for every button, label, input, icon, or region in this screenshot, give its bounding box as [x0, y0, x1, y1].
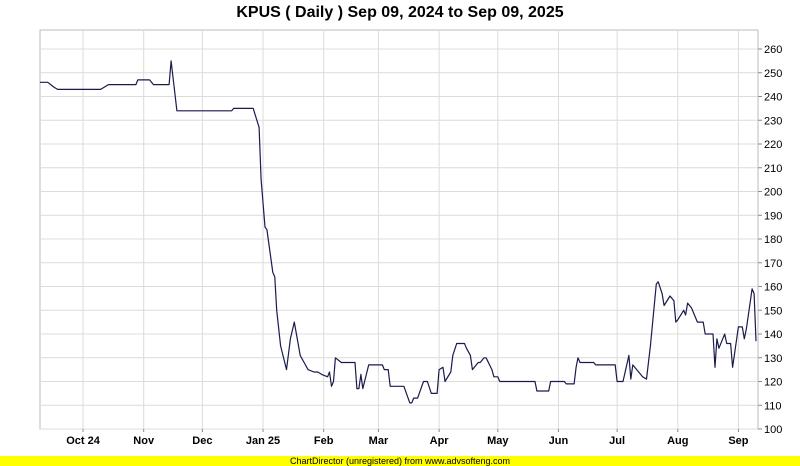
line-chart: 100 110 120 130 140 150 160 170 180 190 200 210 220 2…: [39, 29, 782, 447]
y-tick-label: 230: [764, 115, 782, 127]
series-layer: [40, 60, 757, 404]
x-tick-label: May: [487, 435, 509, 447]
y-tick-label: 260: [764, 44, 782, 56]
y-tick-label: 210: [764, 163, 782, 175]
y-tick-label: 220: [764, 139, 782, 151]
y-tick-label: 250: [764, 68, 782, 80]
plot-background: [39, 29, 759, 430]
x-tick-label: Sep: [728, 435, 748, 447]
x-tick-label: Apr: [430, 435, 450, 447]
y-tick-label: 140: [764, 329, 782, 341]
x-tick-label: Oct 24: [66, 435, 101, 447]
y-tick-label: 120: [764, 377, 782, 389]
chart-title: KPUS ( Daily ) Sep 09, 2024 to Sep 09, 2…: [236, 4, 564, 21]
y-tick-label: 200: [764, 187, 782, 199]
x-tick-label: Jul: [609, 435, 625, 447]
y-tick-label: 110: [764, 400, 782, 412]
y-tick-label: 160: [764, 282, 782, 294]
x-tick-label: Nov: [133, 435, 155, 447]
x-tick-label: Aug: [667, 435, 688, 447]
x-tick-label: Jun: [549, 435, 569, 447]
x-axis: Oct 24 Nov Dec Jan 25 Feb Mar Apr May Jun Jul Aug S…: [66, 429, 749, 447]
x-tick-label: Jan 25: [246, 435, 280, 447]
x-tick-label: Mar: [369, 435, 389, 447]
y-tick-label: 240: [764, 92, 782, 104]
x-tick-label: Feb: [314, 435, 334, 447]
footer-credit: ChartDirector (unregistered) from www.ad…: [0, 456, 800, 466]
y-tick-label: 190: [764, 210, 782, 222]
x-tick-label: Dec: [192, 435, 212, 447]
y-tick-label: 170: [764, 258, 782, 270]
gridlines: [40, 30, 758, 430]
price-series-line: [40, 60, 757, 404]
y-tick-label: 150: [764, 305, 782, 317]
y-tick-label: 100: [764, 424, 782, 436]
y-axis: 100 110 120 130 140 150 160 170 180 190 200 210 220 2…: [758, 44, 782, 436]
y-tick-label: 130: [764, 353, 782, 365]
y-tick-label: 180: [764, 234, 782, 246]
